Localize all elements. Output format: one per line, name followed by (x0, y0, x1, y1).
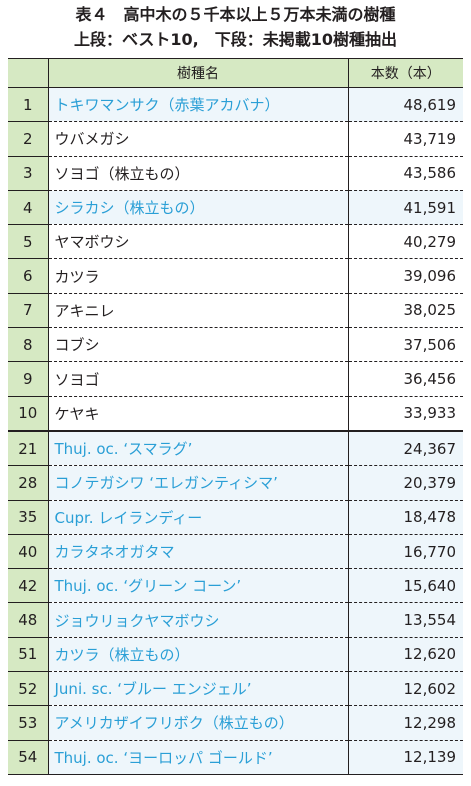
rank-cell: 6 (8, 258, 49, 294)
species-name-cell: ソヨゴ（株立もの） (48, 156, 349, 191)
tree-species-table: 樹種名 本数（本） 1 トキワマンサク（赤葉アカバナ） 48,619 2 ウバメガシ 43… (8, 58, 463, 775)
rank-cell: 54 (8, 740, 49, 775)
rank-cell: 9 (8, 361, 49, 397)
count-cell: 39,096 (348, 258, 463, 294)
species-name-cell: カツラ（株立もの） (48, 637, 349, 673)
rank-cell: 7 (8, 293, 49, 329)
table-row: 2 ウバメガシ 43,719 (8, 121, 463, 157)
table-row: 40 カラタネオガタマ 16,770 (8, 534, 463, 570)
table-row: 21 Thuj. oc. ‘スマラグ’ 24,367 (8, 429, 463, 467)
species-name-cell: ジョウリョクヤマボウシ (48, 602, 349, 638)
count-cell: 36,456 (348, 361, 463, 397)
rank-cell: 5 (8, 224, 49, 260)
rank-cell: 48 (8, 602, 49, 638)
table-row: 4 シラカシ（株立もの） 41,591 (8, 190, 463, 226)
count-cell: 40,279 (348, 224, 463, 260)
species-name-cell: ヤマボウシ (48, 224, 349, 260)
species-name-cell: アキニレ (48, 293, 349, 329)
count-cell: 18,478 (348, 500, 463, 535)
table-row: 5 ヤマボウシ 40,279 (8, 224, 463, 260)
count-cell: 20,379 (348, 465, 463, 501)
rank-cell: 42 (8, 568, 49, 604)
count-cell: 12,620 (348, 637, 463, 673)
table-row: 51 カツラ（株立もの） 12,620 (8, 637, 463, 673)
table-row: 52 Juni. sc. ‘ブルー エンジェル’ 12,602 (8, 671, 463, 707)
species-name-cell: コノテガシワ ‘エレガンティシマ’ (48, 465, 349, 501)
rank-cell: 53 (8, 705, 49, 741)
species-name-cell: ケヤキ (48, 396, 349, 432)
table-row: 42 Thuj. oc. ‘グリーン コーン’ 15,640 (8, 568, 463, 604)
rank-cell: 2 (8, 121, 49, 157)
rank-cell: 28 (8, 465, 49, 501)
rank-cell: 3 (8, 156, 49, 191)
table-row: 48 ジョウリョクヤマボウシ 13,554 (8, 602, 463, 638)
count-cell: 38,025 (348, 293, 463, 329)
species-name-cell: シラカシ（株立もの） (48, 190, 349, 226)
species-name-cell: カツラ (48, 258, 349, 294)
species-name-cell: Juni. sc. ‘ブルー エンジェル’ (48, 671, 349, 707)
rank-cell: 35 (8, 500, 49, 535)
count-cell: 12,298 (348, 705, 463, 741)
table-caption-subtitle: 上段：ベスト10, 下段：未掲載10樹種抽出 (74, 30, 397, 49)
species-name-cell: ウバメガシ (48, 121, 349, 157)
count-cell: 43,586 (348, 156, 463, 191)
species-name-cell: Thuj. oc. ‘ヨーロッパ ゴールド’ (48, 740, 349, 775)
table-row: 6 カツラ 39,096 (8, 258, 463, 294)
rank-cell: 21 (8, 429, 49, 467)
table-row: 9 ソヨゴ 36,456 (8, 361, 463, 397)
header-rank (8, 58, 49, 88)
species-name-cell: Thuj. oc. ‘グリーン コーン’ (48, 568, 349, 604)
count-cell: 33,933 (348, 396, 463, 432)
count-cell: 15,640 (348, 568, 463, 604)
table-row: 53 アメリカザイフリボク（株立もの） 12,298 (8, 705, 463, 741)
table-row: 28 コノテガシワ ‘エレガンティシマ’ 20,379 (8, 465, 463, 501)
header-species-name: 樹種名 (48, 58, 349, 88)
rank-cell: 4 (8, 190, 49, 226)
species-name-cell: Cupr. レイランディー (48, 500, 349, 535)
count-cell: 12,139 (348, 740, 463, 775)
species-name-cell: コブシ (48, 327, 349, 363)
species-name-cell: Thuj. oc. ‘スマラグ’ (48, 429, 349, 467)
count-cell: 37,506 (348, 327, 463, 363)
count-cell: 12,602 (348, 671, 463, 707)
species-name-cell: ソヨゴ (48, 361, 349, 397)
count-cell: 16,770 (348, 534, 463, 570)
table-caption-title: 表４ 高中木の５千本以上５万本未満の樹種 (75, 5, 396, 24)
header-count: 本数（本） (348, 58, 463, 88)
rank-cell: 8 (8, 327, 49, 363)
table-row: 54 Thuj. oc. ‘ヨーロッパ ゴールド’ 12,139 (8, 740, 463, 775)
table-row: 8 コブシ 37,506 (8, 327, 463, 363)
species-name-cell: カラタネオガタマ (48, 534, 349, 570)
table-row: 7 アキニレ 38,025 (8, 293, 463, 329)
table-row: 10 ケヤキ 33,933 (8, 396, 463, 432)
count-cell: 13,554 (348, 602, 463, 638)
count-cell: 48,619 (348, 87, 463, 123)
count-cell: 43,719 (348, 121, 463, 157)
table-row: 3 ソヨゴ（株立もの） 43,586 (8, 156, 463, 191)
table-row: 35 Cupr. レイランディー 18,478 (8, 500, 463, 535)
rank-cell: 51 (8, 637, 49, 673)
species-name-cell: トキワマンサク（赤葉アカバナ） (48, 87, 349, 123)
count-cell: 24,367 (348, 429, 463, 467)
rank-cell: 1 (8, 87, 49, 123)
count-cell: 41,591 (348, 190, 463, 226)
table-row: 1 トキワマンサク（赤葉アカバナ） 48,619 (8, 87, 463, 123)
rank-cell: 10 (8, 396, 49, 432)
rank-cell: 52 (8, 671, 49, 707)
species-name-cell: アメリカザイフリボク（株立もの） (48, 705, 349, 741)
table-header-row: 樹種名 本数（本） (8, 58, 463, 88)
rank-cell: 40 (8, 534, 49, 570)
